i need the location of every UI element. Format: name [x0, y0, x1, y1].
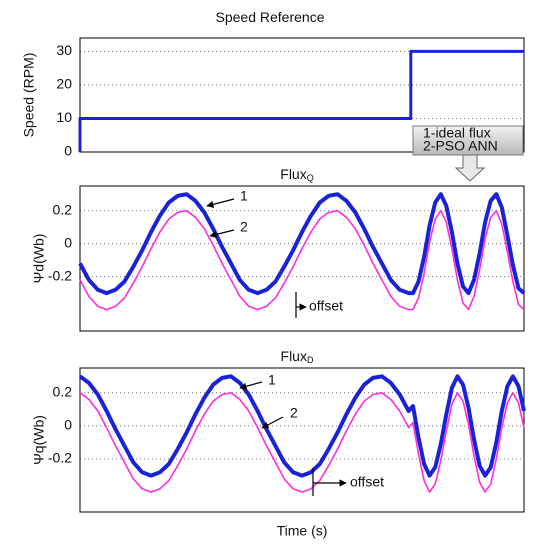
y-axis-label: Ψd(Wb): [31, 234, 47, 284]
y-tick-label: 0.2: [53, 201, 73, 217]
y-tick-label: 0: [64, 143, 72, 159]
plot-frame: [79, 367, 525, 513]
annotation: offset: [309, 298, 343, 314]
annotation: 1: [268, 372, 276, 388]
y-tick-label: 0: [64, 417, 72, 433]
chart-title: FluxQ: [280, 166, 313, 184]
title-subscript: Q: [307, 173, 314, 183]
legend-entry: 1-ideal flux: [423, 125, 491, 141]
data-line: [79, 392, 525, 493]
y-tick-label: 30: [56, 42, 72, 58]
annotation-arrow: [239, 381, 263, 390]
data-line: [78, 49, 524, 152]
annotation: 2: [240, 219, 248, 235]
data-line: [78, 192, 526, 296]
annotation: 1: [240, 188, 248, 204]
title-text: Flux: [280, 166, 306, 182]
y-tick-label: 10: [56, 109, 72, 125]
annotation: offset: [350, 474, 384, 490]
title-text: Flux: [281, 348, 307, 364]
title-subscript: D: [307, 355, 314, 365]
y-axis-label: Ψq(Wb): [31, 415, 47, 465]
y-tick-label: 20: [56, 76, 72, 92]
y-tick-label: -0.2: [48, 450, 72, 466]
annotation-arrow: [206, 198, 235, 208]
annotation: 2: [290, 405, 298, 421]
annotation-arrow: [261, 416, 284, 429]
data-line: [79, 209, 525, 311]
chart-title: Speed Reference: [216, 9, 325, 25]
y-axis-label: Speed (RPM): [21, 53, 37, 138]
chart-title: FluxD: [281, 348, 314, 366]
x-axis-label: Time (s): [277, 523, 328, 539]
data-line: [78, 374, 526, 478]
legend-box: [412, 125, 524, 156]
title-text: Speed Reference: [216, 9, 325, 25]
y-tick-label: 0: [64, 234, 72, 250]
plot-frame: [79, 185, 525, 332]
legend-pointer: [454, 154, 486, 182]
legend-entry: 2-PSO ANN: [423, 138, 498, 154]
annotation-arrow: [209, 229, 235, 238]
y-tick-label: 0.2: [53, 384, 73, 400]
y-tick-label: -0.2: [48, 267, 72, 283]
plot-frame: [79, 37, 525, 153]
